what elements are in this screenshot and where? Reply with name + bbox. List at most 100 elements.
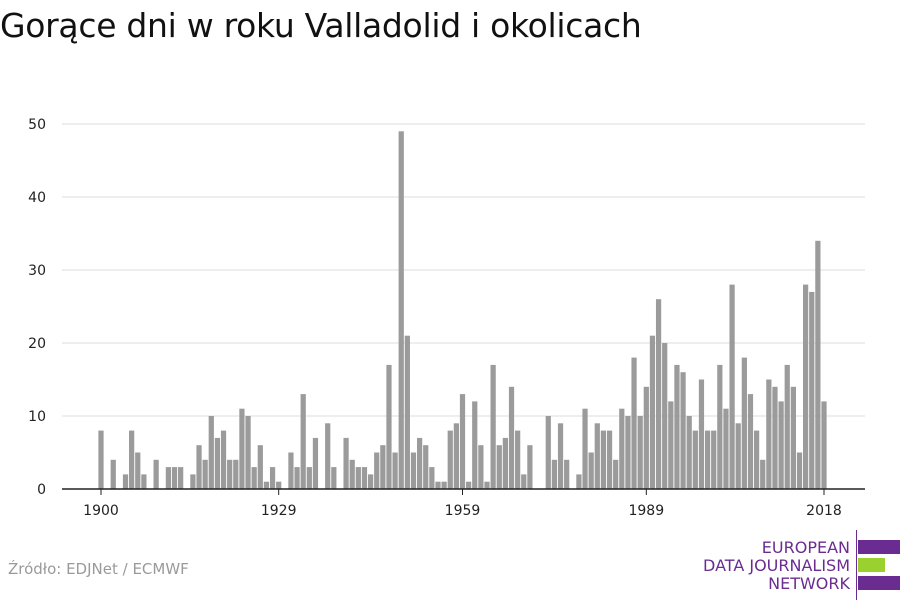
bar-1991 [655,299,662,489]
bar-1940 [343,437,349,489]
bar-1994 [674,364,680,489]
logo-text-line-3: NETWORK [768,574,850,593]
bar-1965 [496,445,502,489]
logo-text-line-1: EUROPEAN [761,538,850,557]
logo-bar-middle [858,558,885,572]
bar-1968 [515,430,521,489]
bar-1947 [386,364,392,489]
bar-1981 [594,423,600,489]
bar-1980 [588,452,594,489]
logo-separator [856,530,857,600]
bar-1919 [214,437,221,489]
bars [98,131,827,490]
bar-2013 [790,386,796,489]
bar-1950 [404,335,410,489]
bar-1996 [686,416,692,489]
bar-1938 [331,467,337,489]
bar-1931 [288,452,294,489]
bar-1969 [521,474,527,489]
y-tick-label-30: 30 [28,263,46,279]
bar-1995 [680,372,686,489]
bar-1993 [668,401,674,489]
bar-1941 [349,459,355,489]
bar-1933 [300,394,306,489]
bar-2002 [723,408,729,489]
bar-1900 [98,430,104,489]
chart-title: Gorące dni w roku Valladolid i okolicach [0,6,642,45]
y-tick-label-20: 20 [28,336,46,352]
bar-1975 [557,423,564,489]
bar-2001 [717,364,723,489]
bar-2005 [741,357,747,489]
bar-2015 [803,284,809,489]
bar-1923 [239,408,245,489]
bar-1911 [165,467,172,489]
bar-1922 [233,459,239,489]
bar-1992 [662,343,668,489]
bar-1964 [490,364,496,489]
bar-1942 [355,467,361,489]
y-axis-tick-labels: 0 10 20 30 40 50 [28,117,46,498]
x-tick-label-1929: 1929 [261,503,297,519]
bar-2010 [772,386,778,489]
bar-2008 [760,459,766,489]
x-tick-label-2018: 2018 [806,503,842,519]
bar-1948 [392,452,398,489]
bar-1953 [423,445,429,489]
bar-1982 [600,430,607,489]
bar-1990 [649,335,656,489]
y-tick-label-10: 10 [28,409,46,425]
bar-1907 [141,474,147,489]
bar-1974 [551,459,558,489]
bar-1959 [459,394,466,489]
bar-1918 [208,416,214,489]
x-axis [62,488,865,495]
bar-1917 [202,459,208,489]
bar-2017 [815,240,821,489]
bar-1960 [466,481,472,489]
bar-2011 [778,401,784,489]
bar-1921 [227,459,233,489]
x-tick-label-1959: 1959 [445,503,481,519]
bar-1954 [429,467,435,489]
bar-1987 [631,357,637,489]
y-tick-label-0: 0 [37,482,46,498]
bar-1956 [441,481,447,489]
bar-1952 [416,437,423,489]
bar-1916 [196,445,202,489]
bar-1951 [410,452,417,489]
bar-1945 [374,452,380,489]
bar-1988 [637,416,643,489]
bar-1973 [545,416,551,489]
bar-2004 [735,423,741,489]
bar-1986 [625,416,631,489]
bar-2003 [729,284,735,489]
bar-1978 [576,474,582,489]
y-tick-label-40: 40 [28,190,46,206]
bar-1946 [380,445,386,489]
bar-2006 [747,394,754,489]
x-tick-label-1900: 1900 [83,503,119,519]
logo-bar-top [858,540,900,554]
bar-1912 [171,467,178,489]
bar-1932 [294,467,300,489]
x-axis-tick-labels: 1900 1929 1959 1989 2018 [83,503,842,519]
bar-2007 [753,430,760,489]
bar-1997 [692,430,698,489]
bar-1906 [135,452,141,489]
bar-1976 [564,459,570,489]
bar-1934 [306,467,312,489]
bar-1999 [704,430,711,489]
bar-1967 [508,386,515,489]
bar-1983 [606,430,613,489]
bar-1989 [643,386,649,489]
bar-1913 [178,467,184,489]
bar-1998 [698,379,705,489]
bar-1937 [325,423,331,489]
bar-1928 [269,467,276,489]
bar-1955 [435,481,441,489]
bar-1905 [129,430,135,489]
edjnet-logo: EUROPEAN DATA JOURNALISM NETWORK [700,530,900,600]
bar-1966 [502,437,509,489]
